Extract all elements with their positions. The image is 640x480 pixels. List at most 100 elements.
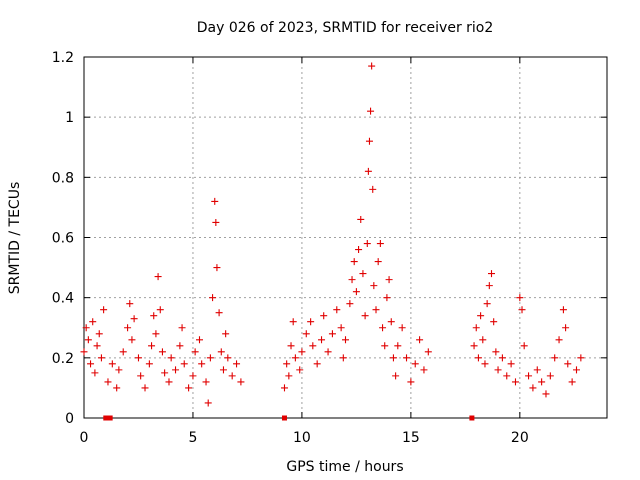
data-point xyxy=(283,360,291,368)
data-point xyxy=(398,324,406,332)
data-point xyxy=(328,330,336,338)
data-point xyxy=(113,384,121,392)
data-point xyxy=(381,342,389,350)
data-point xyxy=(355,246,363,254)
data-point xyxy=(359,270,367,278)
data-point xyxy=(472,324,480,332)
data-point xyxy=(348,276,356,284)
data-point xyxy=(542,390,550,398)
data-point xyxy=(389,354,397,362)
data-point xyxy=(342,336,349,344)
data-point xyxy=(209,294,217,302)
data-point xyxy=(357,215,365,223)
data-point xyxy=(551,354,559,362)
data-point xyxy=(516,294,524,302)
data-point xyxy=(374,258,382,266)
data-point xyxy=(148,342,156,350)
data-point xyxy=(202,378,210,386)
data-point xyxy=(152,330,160,338)
x-tick-label: 10 xyxy=(293,430,311,446)
data-point xyxy=(280,384,288,392)
data-point xyxy=(320,312,328,320)
data-point xyxy=(108,360,116,368)
zero-marker xyxy=(103,415,109,421)
grid xyxy=(84,57,607,418)
data-point xyxy=(285,372,293,380)
data-point xyxy=(124,324,132,332)
chart-title: Day 026 of 2023, SRMTID for receiver rio… xyxy=(197,20,494,36)
data-point xyxy=(206,354,214,362)
data-point xyxy=(403,354,411,362)
data-point xyxy=(189,372,197,380)
data-point xyxy=(507,360,515,368)
y-axis-label: SRMTID / TECUs xyxy=(7,182,23,295)
data-point xyxy=(309,342,317,350)
data-point xyxy=(372,306,380,314)
data-point xyxy=(555,336,563,344)
data-point xyxy=(91,369,99,377)
data-point xyxy=(158,348,166,356)
data-point xyxy=(130,315,138,323)
data-point xyxy=(228,372,236,380)
data-point xyxy=(361,312,369,320)
y-tick-label: 0.6 xyxy=(52,231,74,247)
data-point xyxy=(128,336,136,344)
data-point xyxy=(572,366,580,374)
data-point xyxy=(176,342,184,350)
data-marks xyxy=(80,62,585,421)
data-point xyxy=(84,336,92,344)
data-point xyxy=(161,369,169,377)
data-point xyxy=(477,312,485,320)
data-point xyxy=(368,62,376,70)
data-point xyxy=(318,336,326,344)
data-point xyxy=(337,324,345,332)
data-point xyxy=(564,360,572,368)
data-point xyxy=(204,399,212,407)
data-point xyxy=(165,378,173,386)
data-point xyxy=(237,378,245,386)
data-point xyxy=(494,366,502,374)
data-point xyxy=(546,372,554,380)
data-point xyxy=(568,378,576,386)
data-point xyxy=(185,384,193,392)
data-point xyxy=(370,282,378,290)
data-point xyxy=(80,348,88,356)
data-point xyxy=(420,366,428,374)
data-point xyxy=(385,276,393,284)
data-point xyxy=(233,360,241,368)
y-tick-label: 0.4 xyxy=(52,291,74,307)
data-point xyxy=(141,384,149,392)
data-point xyxy=(302,330,310,338)
data-point xyxy=(559,306,567,314)
data-point xyxy=(156,306,164,314)
data-point xyxy=(376,240,384,248)
data-point xyxy=(511,378,519,386)
data-point xyxy=(224,354,232,362)
data-point xyxy=(562,324,570,332)
data-point xyxy=(89,318,97,326)
axis-ticks xyxy=(83,56,607,419)
data-point xyxy=(498,354,506,362)
data-point xyxy=(191,348,199,356)
data-point xyxy=(365,137,373,145)
data-point xyxy=(215,309,223,317)
data-point xyxy=(364,167,372,175)
y-tick-label: 1 xyxy=(65,110,74,126)
y-tick-label: 1.2 xyxy=(52,50,74,66)
data-point xyxy=(474,354,482,362)
data-point xyxy=(104,378,112,386)
data-point xyxy=(363,240,371,248)
data-point xyxy=(324,348,332,356)
x-tick-label: 20 xyxy=(511,430,529,446)
data-point xyxy=(525,372,533,380)
data-point xyxy=(481,360,489,368)
data-point xyxy=(424,348,432,356)
data-point xyxy=(213,264,221,272)
data-point xyxy=(307,318,315,326)
data-point xyxy=(350,258,358,266)
data-point xyxy=(150,312,158,320)
data-point xyxy=(313,360,321,368)
data-point xyxy=(95,330,103,338)
data-point xyxy=(416,336,424,344)
data-point xyxy=(387,318,395,326)
